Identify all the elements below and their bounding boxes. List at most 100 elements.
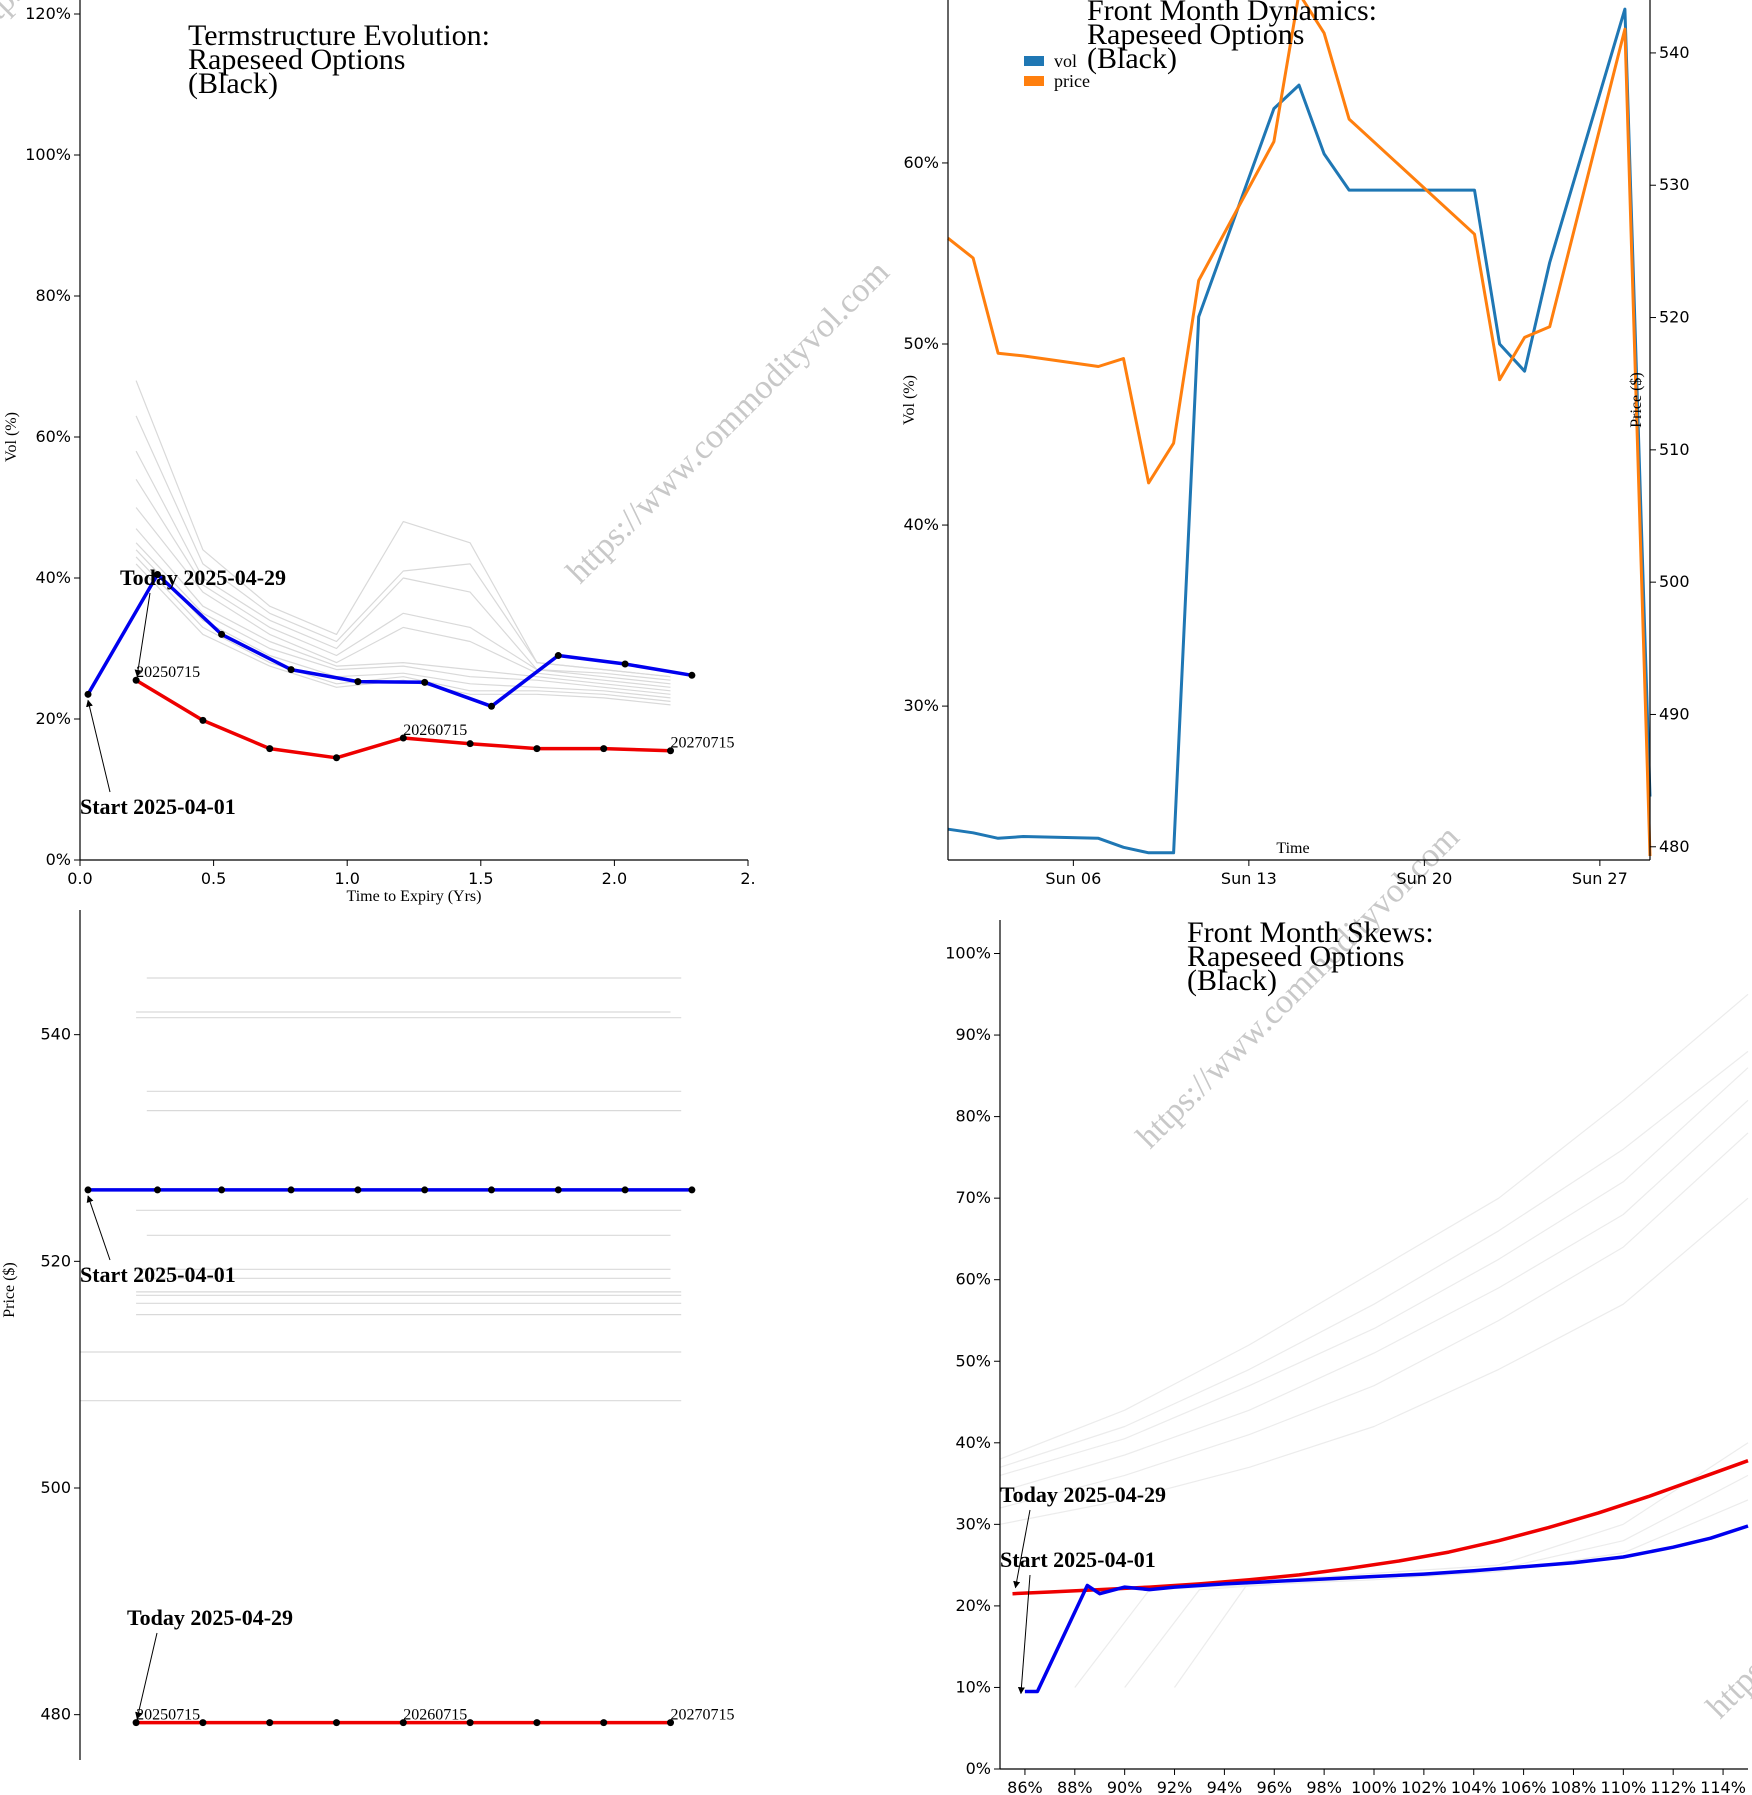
pt-start-point-2 [218, 1186, 226, 1194]
ts-today-point-5 [421, 678, 429, 686]
ts-start-point-8 [667, 747, 675, 755]
sk-ytick-label-0: 0% [966, 1759, 991, 1778]
pt-start-point-6 [487, 1186, 495, 1194]
sk-history-2-line [999, 1067, 1749, 1476]
pt-today-point-6 [533, 1719, 541, 1727]
sk-xtick-label-9: 104% [1451, 1778, 1497, 1795]
sk-xtick-label-13: 112% [1650, 1778, 1696, 1795]
pt-contract-label-0: 20250715 [136, 1707, 200, 1724]
pt-start-point-0 [84, 1186, 92, 1194]
ts-today-line [86, 572, 693, 709]
sk-xtick-label-6: 98% [1306, 1778, 1342, 1795]
fmd-ytick-label-1: 40% [903, 515, 939, 534]
pt-today-point-5 [466, 1719, 474, 1727]
sk-xtick-label-14: 114% [1700, 1778, 1746, 1795]
ts-start-point-4 [399, 734, 407, 742]
ts-title-line-2: Rapeseed Options [188, 43, 405, 76]
pt-ytick-label-0: 480 [40, 1705, 71, 1724]
watermark-1: https://www.commodityvol.com [559, 254, 896, 591]
pt-start-point-8 [621, 1186, 629, 1194]
ts-history-5-line [135, 528, 671, 692]
sk-ytick-label-5: 50% [955, 1351, 991, 1370]
ts-xtick-label-5: 2. [740, 869, 755, 888]
sk-title-line-2: Rapeseed Options [1187, 940, 1404, 973]
fmd-y2tick-label-4: 520 [1659, 308, 1690, 327]
sk-xtick-label-10: 106% [1501, 1778, 1547, 1795]
sk-ytick-label-3: 30% [955, 1514, 991, 1533]
fmd-title-line-1: Front Month Dynamics: [1087, 0, 1377, 27]
sk-xtick-label-12: 110% [1600, 1778, 1646, 1795]
ts-history-7-line [135, 549, 671, 699]
sk-ytick-label-2: 20% [955, 1596, 991, 1615]
fmd-xlabel: Time [1276, 840, 1309, 857]
sk-today-line [1024, 1524, 1749, 1694]
ts-today-point-8 [621, 660, 629, 668]
fmd-y2tick-label-1: 490 [1659, 704, 1690, 723]
fmd-xtick-label-0: Sun 06 [1045, 869, 1101, 888]
sk-title-line-1: Front Month Skews: [1187, 916, 1434, 949]
pt-today-point-8 [667, 1719, 675, 1727]
fmd-title: Front Month Dynamics: Rapeseed Options (Bl… [1087, 0, 1377, 75]
ts-start-point-2 [266, 745, 274, 753]
fmd-y2tick-label-3: 510 [1659, 440, 1690, 459]
pt-start-point-9 [688, 1186, 696, 1194]
ts-start-point-3 [333, 754, 341, 762]
ts-history-8-line [135, 556, 671, 702]
pt-today-point-7 [600, 1719, 608, 1727]
fmd-title-line-3: (Black) [1087, 42, 1177, 75]
ts-history-1-line [135, 415, 671, 678]
pt-today-point-1 [199, 1719, 207, 1727]
sk-xtick-label-7: 100% [1351, 1778, 1397, 1795]
ts-today-annotation-arrow [134, 592, 151, 677]
sk-xtick-label-4: 94% [1207, 1778, 1243, 1795]
fmd-legend-swatch-price [1024, 76, 1044, 86]
sk-title: Front Month Skews: Rapeseed Options (Black… [1187, 916, 1434, 997]
ts-ytick-label-6: 120% [25, 4, 71, 23]
ts-today-point-3 [287, 666, 295, 674]
sk-xtick-label-11: 108% [1551, 1778, 1597, 1795]
ts-history-4-line [135, 507, 671, 688]
pt-start-annotation-label: Start 2025-04-01 [80, 1262, 236, 1287]
sk-ytick-label-8: 80% [955, 1107, 991, 1126]
ts-today-point-7 [554, 652, 562, 660]
price-termstructure-chart: 480 500 520 540 Price ($) 20250715 20260715 202… [1, 910, 735, 1760]
sk-history-6-line [1174, 1442, 1749, 1688]
sk-ytick-label-10: 100% [945, 944, 991, 963]
sk-today-annotation-label: Today 2025-04-29 [1000, 1482, 1166, 1507]
ts-title: Termstructure Evolution: Rapeseed Options… [188, 19, 490, 100]
fmd-xtick-label-1: Sun 13 [1221, 869, 1277, 888]
ts-history-0-line [135, 380, 671, 678]
ts-ytick-label-2: 40% [35, 568, 71, 587]
pt-today-annotation-arrow [135, 1632, 158, 1720]
fmd-ylabel: Vol (%) [901, 375, 918, 425]
sk-start-annotation-arrow [1017, 1574, 1031, 1695]
ts-start-point-6 [533, 745, 541, 753]
sk-xtick-label-5: 96% [1256, 1778, 1292, 1795]
ts-title-line-1: Termstructure Evolution: [188, 19, 490, 52]
sk-xtick-label-0: 86% [1007, 1778, 1043, 1795]
pt-start-annotation-arrow [86, 1195, 111, 1261]
ts-contract-label-2: 20270715 [671, 735, 735, 752]
sk-history-3-line [999, 1099, 1749, 1493]
pt-ytick-label-1: 500 [40, 1478, 71, 1497]
sk-ytick-label-4: 40% [955, 1433, 991, 1452]
fmd-y2tick-label-6: 540 [1659, 43, 1690, 62]
sk-xtick-label-2: 90% [1107, 1778, 1143, 1795]
ts-start-annotation-arrow [86, 699, 111, 793]
ts-today-point-0 [84, 690, 92, 698]
sk-today-annotation-arrow [1013, 1509, 1031, 1589]
pt-start-point-5 [421, 1186, 429, 1194]
fmd-y2tick-label-0: 480 [1659, 837, 1690, 856]
pt-contract-label-2: 20270715 [671, 1707, 735, 1724]
ts-xtick-label-4: 2.0 [602, 869, 627, 888]
ts-contract-label-1: 20260715 [403, 722, 467, 739]
sk-start-line [1012, 1459, 1749, 1596]
ts-today-point-4 [354, 678, 362, 686]
pt-ylabel: Price ($) [1, 1262, 18, 1318]
sk-history-5-line [999, 1197, 1749, 1525]
termstructure-chart: 0% 20% 40% 60% 80% 100% 120% 0.0 0.5 1.0 1.5 2.0 2. T… [3, 0, 756, 905]
pt-ytick-label-3: 540 [40, 1025, 71, 1044]
sk-ytick-label-1: 10% [955, 1677, 991, 1696]
sk-history-8-line [1074, 1499, 1749, 1688]
